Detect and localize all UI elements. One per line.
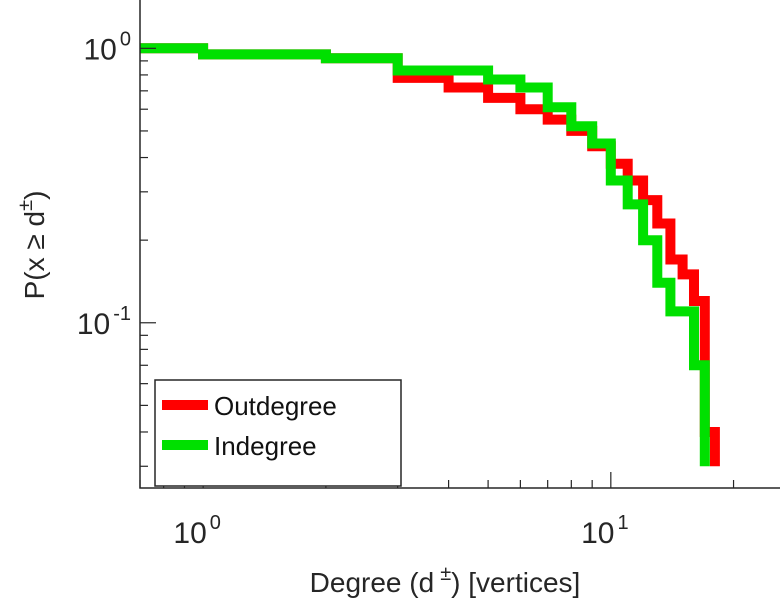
x-tick-label: 10 1 [581,512,629,550]
x-axis-label: Degree (d ±) [vertices] [310,563,581,598]
y-tick-label: 10 0 [84,28,132,66]
series-layer [140,43,720,467]
x-tick-label: 10 0 [173,512,221,550]
legend-label-outdegree: Outdegree [214,391,337,421]
y-axis-label: P(x ≥ d±) [15,191,50,300]
series-line-indegree [140,43,710,467]
y-tick-label: 10 -1 [77,303,131,341]
legend-label-indegree: Indegree [214,431,317,461]
legend: Outdegree Indegree [154,379,402,487]
axes-frame [139,0,780,489]
legend-box [154,379,402,487]
